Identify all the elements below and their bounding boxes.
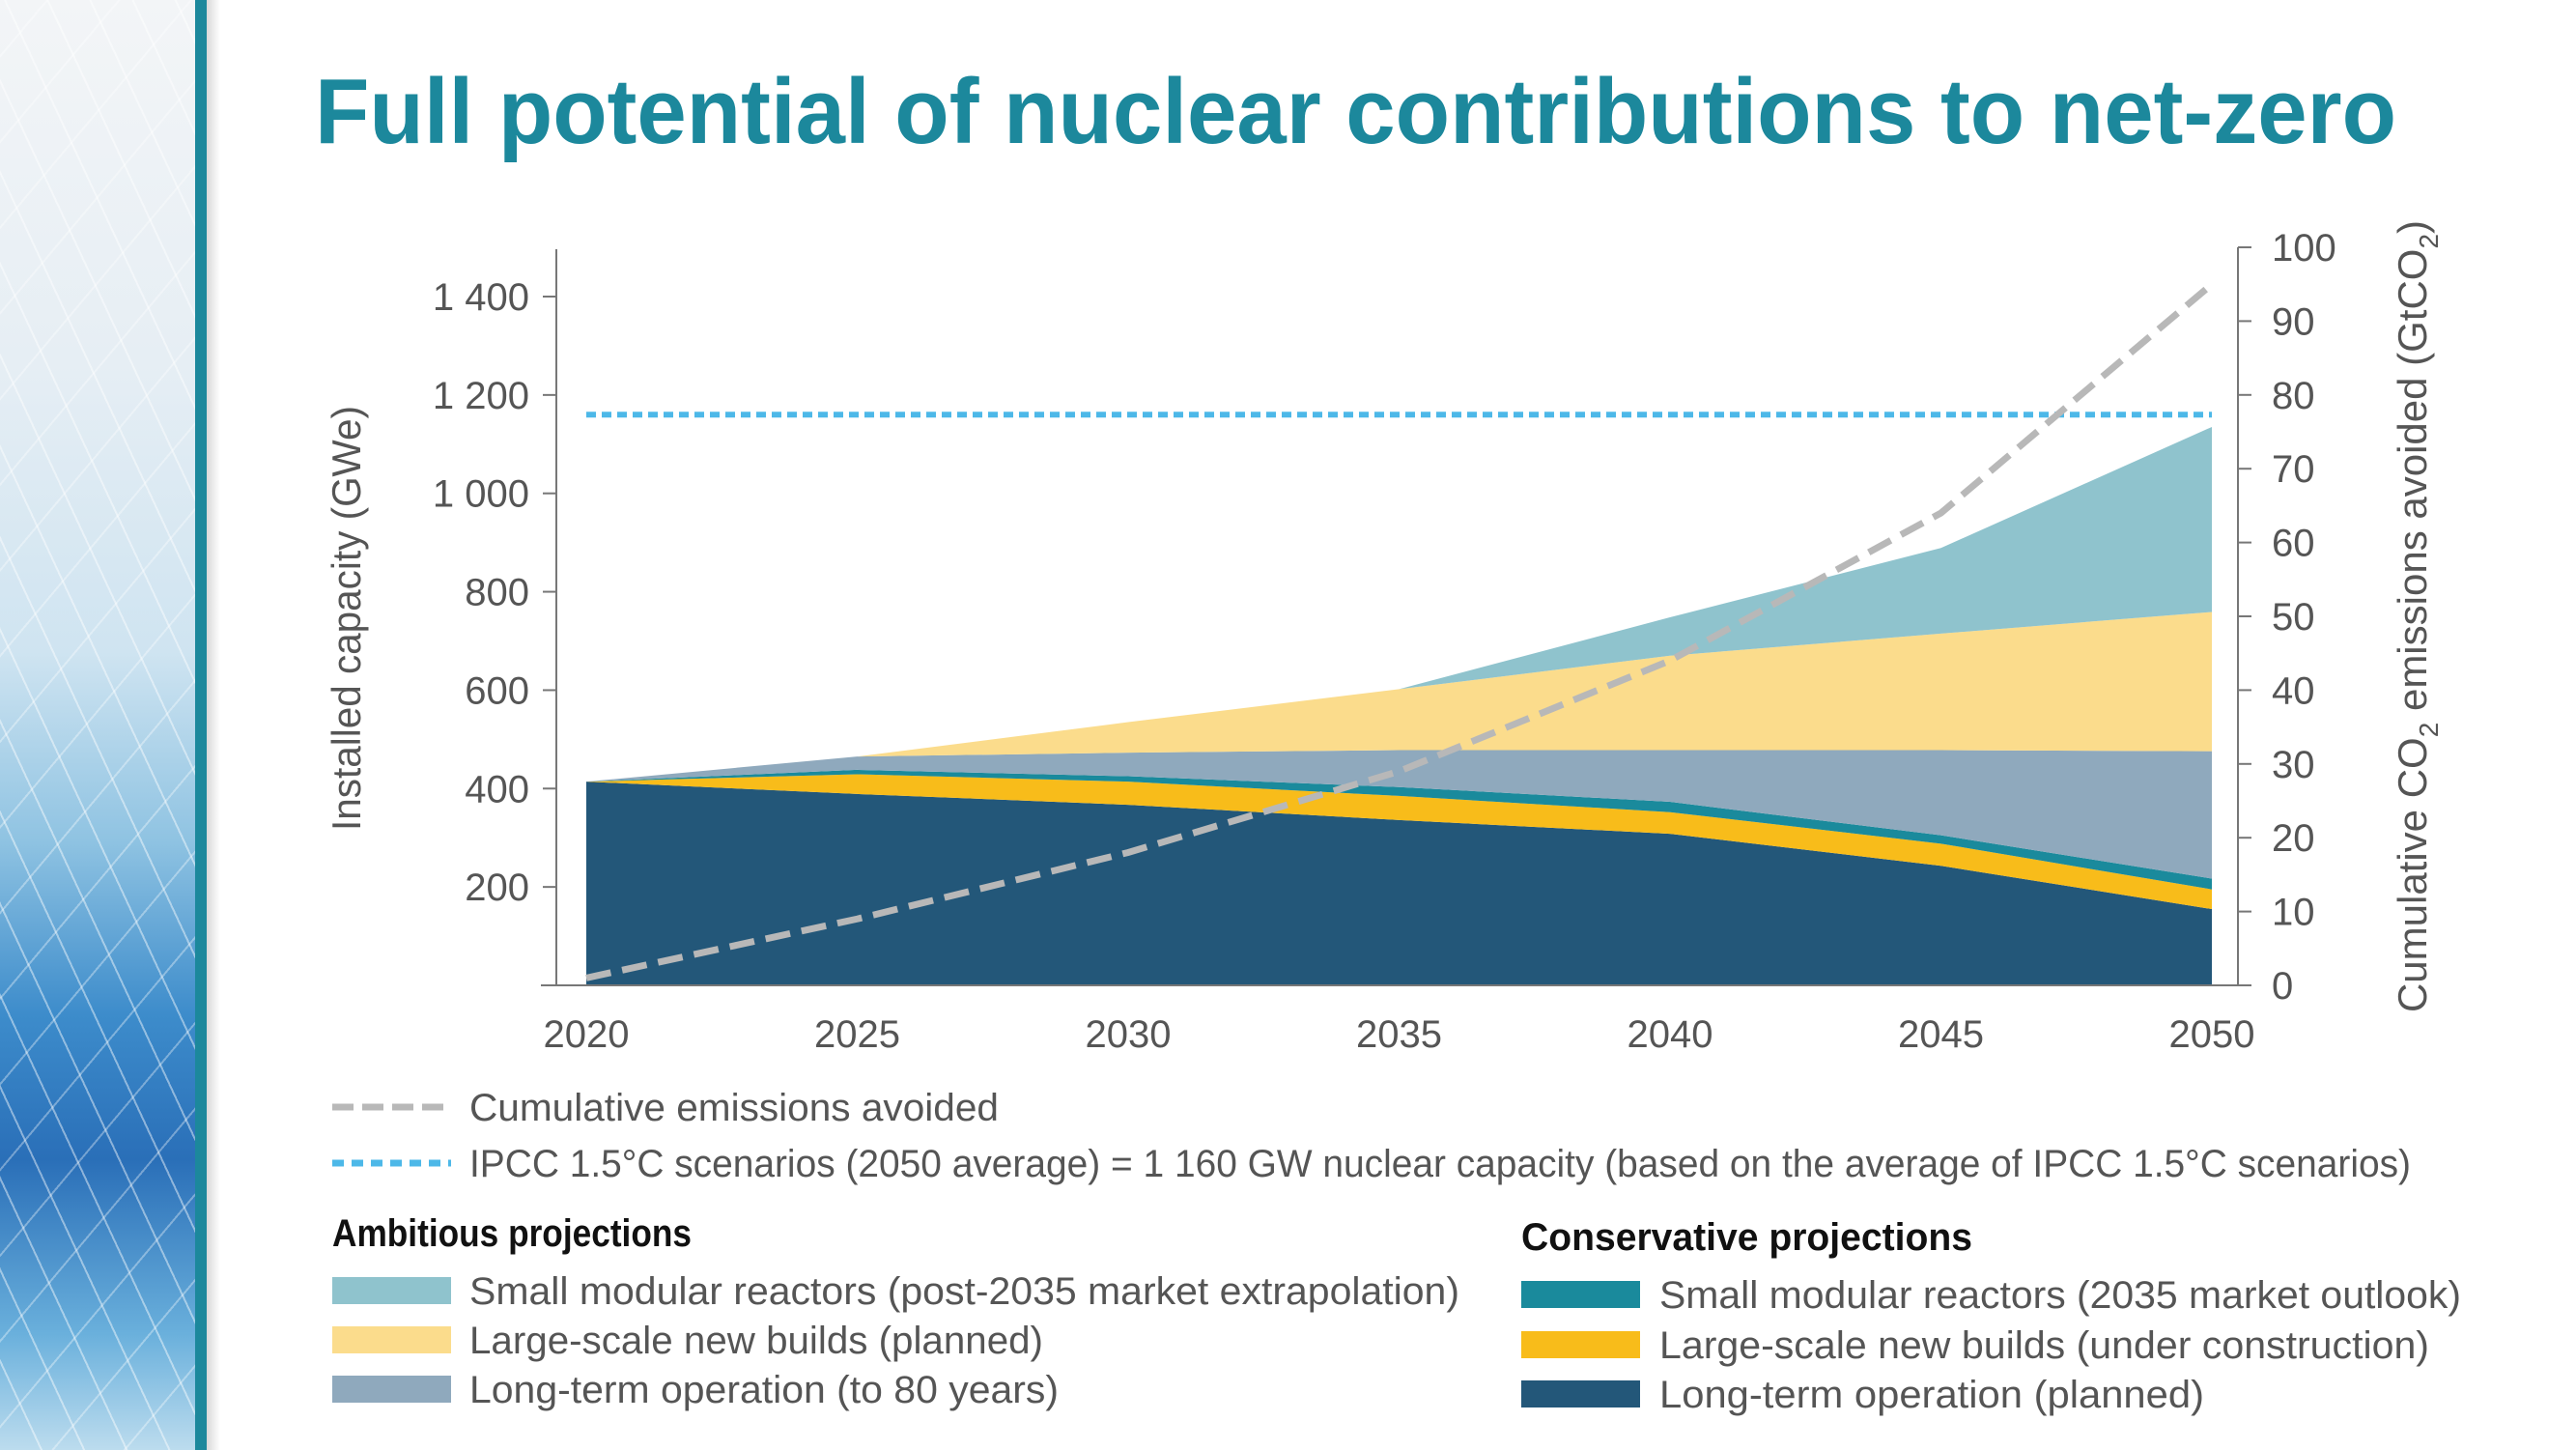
legend-swatch-lsnb_planned: [332, 1326, 451, 1353]
accent-bar: [195, 0, 207, 1450]
area-lto_planned: [586, 782, 2212, 985]
right-tick-label: 40: [2272, 669, 2315, 712]
x-tick-label: 2050: [2169, 1013, 2255, 1056]
legend-label-lto_80: Long-term operation (to 80 years): [469, 1369, 1059, 1411]
legend-label-smr_2035: Small modular reactors (2035 market outl…: [1659, 1274, 2461, 1317]
right-tick-label: 60: [2272, 523, 2315, 565]
legend-swatch-lto_planned: [1521, 1380, 1640, 1407]
legend-swatch-lsnb_construction: [1521, 1331, 1640, 1358]
right-tick-label: 70: [2272, 448, 2315, 491]
legend-label-lsnb_planned: Large-scale new builds (planned): [469, 1320, 1043, 1362]
x-tick-label: 2035: [1356, 1013, 1442, 1056]
subscript: 2: [2414, 234, 2444, 249]
left-tick-label: 800: [465, 572, 529, 614]
accent-bar-shadow: [207, 0, 220, 1450]
x-tick-label: 2030: [1086, 1013, 1172, 1056]
page-title: Full potential of nuclear contributions …: [315, 60, 2396, 163]
left-axis-title: Installed capacity (GWe): [324, 406, 369, 831]
axis-title-part: Cumulative CO: [2390, 737, 2435, 1012]
left-tick-label: 200: [465, 867, 529, 909]
left-tick-label: 600: [465, 669, 529, 712]
axis-title-part: ): [2390, 220, 2435, 234]
x-tick-label: 2025: [814, 1013, 900, 1056]
area-lto_80: [586, 750, 2212, 879]
area-smr_post2035: [586, 426, 2212, 782]
legend-label-lsnb_construction: Large-scale new builds (under constructi…: [1659, 1324, 2429, 1367]
left-tick-label: 1 400: [433, 276, 529, 319]
area-lsnb_construction: [586, 774, 2212, 910]
legend-label-smr_post2035: Small modular reactors (post-2035 market…: [469, 1270, 1459, 1313]
area-lsnb_planned: [586, 611, 2212, 782]
overlay-lines: [585, 281, 2215, 981]
legend-ipcc-label: IPCC 1.5°C scenarios (2050 average) = 1 …: [469, 1143, 2411, 1185]
right-tick-label: 0: [2272, 965, 2293, 1008]
right-axis-title: Cumulative CO2 emissions avoided (GtCO2): [2390, 220, 2444, 1012]
legend-swatch-smr_2035: [1521, 1281, 1640, 1308]
right-tick-label: 20: [2272, 817, 2315, 860]
left-tick-label: 400: [465, 768, 529, 810]
left-tick-label: 1 200: [433, 375, 529, 417]
x-tick-label: 2020: [544, 1013, 630, 1056]
area-smr_2035: [586, 769, 2212, 890]
right-tick-label: 100: [2272, 227, 2336, 270]
legend-heading-conservative: Conservative projections: [1521, 1216, 1972, 1259]
right-tick-label: 10: [2272, 892, 2315, 934]
right-tick-label: 50: [2272, 596, 2315, 639]
stacked-areas: [586, 426, 2212, 985]
x-tick-label: 2040: [1628, 1013, 1713, 1056]
legend: Cumulative emissions avoided IPCC 1.5°C s…: [332, 1087, 2461, 1416]
x-tick-label: 2045: [1898, 1013, 1984, 1056]
legend-swatch-lto_80: [332, 1376, 451, 1403]
legend-heading-ambitious: Ambitious projections: [332, 1212, 692, 1255]
emissions-line: [585, 281, 2215, 981]
legend-emissions-label: Cumulative emissions avoided: [469, 1087, 999, 1129]
right-tick-label: 90: [2272, 300, 2315, 343]
subscript: 2: [2414, 723, 2444, 738]
right-tick-label: 30: [2272, 744, 2315, 786]
right-tick-label: 80: [2272, 375, 2315, 417]
axis-title-part: emissions avoided (GtCO: [2390, 249, 2435, 723]
left-tick-label: 1 000: [433, 473, 529, 516]
decorative-side-image: [0, 0, 195, 1450]
legend-swatch-smr_post2035: [332, 1277, 451, 1304]
legend-label-lto_planned: Long-term operation (planned): [1659, 1374, 2204, 1416]
